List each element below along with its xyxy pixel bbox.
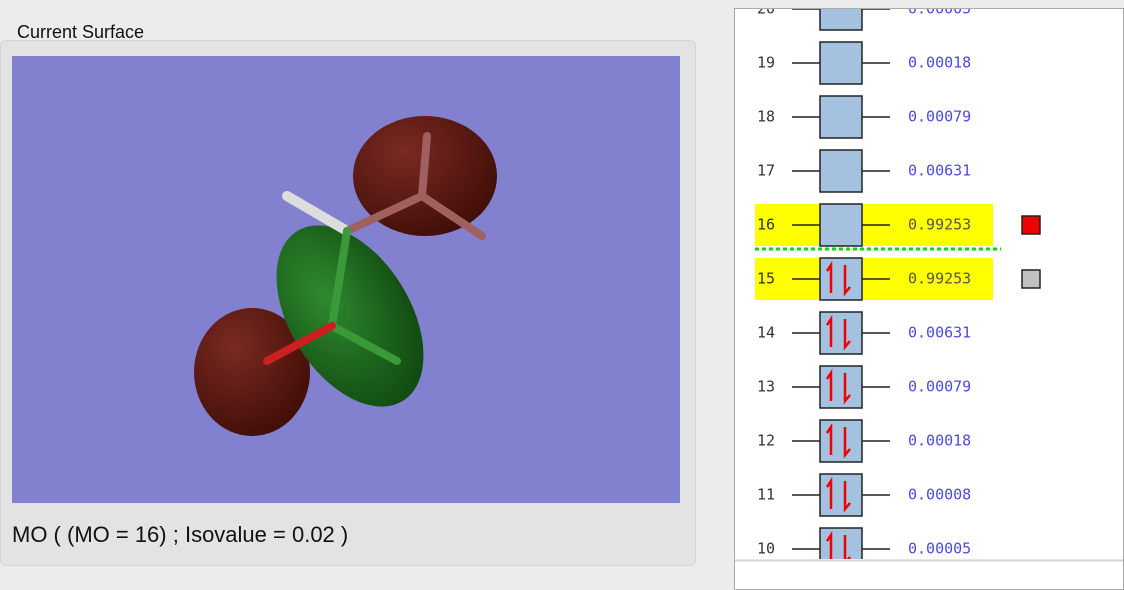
orbital-box <box>819 473 863 517</box>
orbital-box <box>819 149 863 193</box>
panel-title: Current Surface <box>17 22 145 42</box>
orbital-box <box>819 527 863 559</box>
spin-down <box>843 265 851 297</box>
orbital-number: 18 <box>757 108 775 126</box>
orbital-number: 12 <box>757 432 775 450</box>
orbital-number: 17 <box>757 162 775 180</box>
spin-down <box>843 373 851 405</box>
occupancy: 0.00631 <box>908 324 971 342</box>
occupancy: 0.99253 <box>908 216 971 234</box>
occupancy: 0.00079 <box>908 378 971 396</box>
occupancy: 0.00018 <box>908 54 971 72</box>
orbital-number: 20 <box>757 8 775 18</box>
occupancy: 0.00631 <box>908 162 971 180</box>
viewer[interactable] <box>12 56 680 503</box>
orbital-box <box>819 203 863 247</box>
orbital-number: 19 <box>757 54 775 72</box>
orbital-box <box>819 257 863 301</box>
spin-down <box>843 481 851 513</box>
orbital-number: 11 <box>757 486 775 504</box>
spin-up <box>825 530 833 559</box>
occupancy: 0.00079 <box>908 108 971 126</box>
orbital-box <box>819 9 863 31</box>
occupancy: 0.00005 <box>908 540 971 558</box>
occupancy: 0.00008 <box>908 486 971 504</box>
orbital-box <box>819 95 863 139</box>
orbital-box <box>819 419 863 463</box>
occupancy: 0.99253 <box>908 270 971 288</box>
marker <box>1021 269 1041 289</box>
occupancy: 0.00005 <box>908 8 971 18</box>
orbital-box <box>819 41 863 85</box>
orbital-list[interactable]: 20 0.00005 19 0.00018 18 0.00079 17 0.00631 16 0.… <box>734 8 1124 590</box>
spin-down <box>843 427 851 459</box>
caption: MO ( (MO = 16) ; Isovalue = 0.02 ) <box>12 522 349 547</box>
orbital-number: 10 <box>757 540 775 558</box>
spin-up <box>825 314 833 347</box>
spin-up <box>825 368 833 401</box>
occupancy: 0.00018 <box>908 432 971 450</box>
orbital-number: 16 <box>757 216 775 234</box>
spin-up <box>825 476 833 509</box>
spin-up <box>825 260 833 293</box>
orbital-number: 14 <box>757 324 775 342</box>
spin-down <box>843 319 851 351</box>
spin-up <box>825 422 833 455</box>
orbital-box <box>819 365 863 409</box>
orbital-number: 13 <box>757 378 775 396</box>
spin-down <box>843 535 851 559</box>
orbital-box <box>819 311 863 355</box>
orbital-number: 15 <box>757 270 775 288</box>
marker <box>1021 215 1041 235</box>
